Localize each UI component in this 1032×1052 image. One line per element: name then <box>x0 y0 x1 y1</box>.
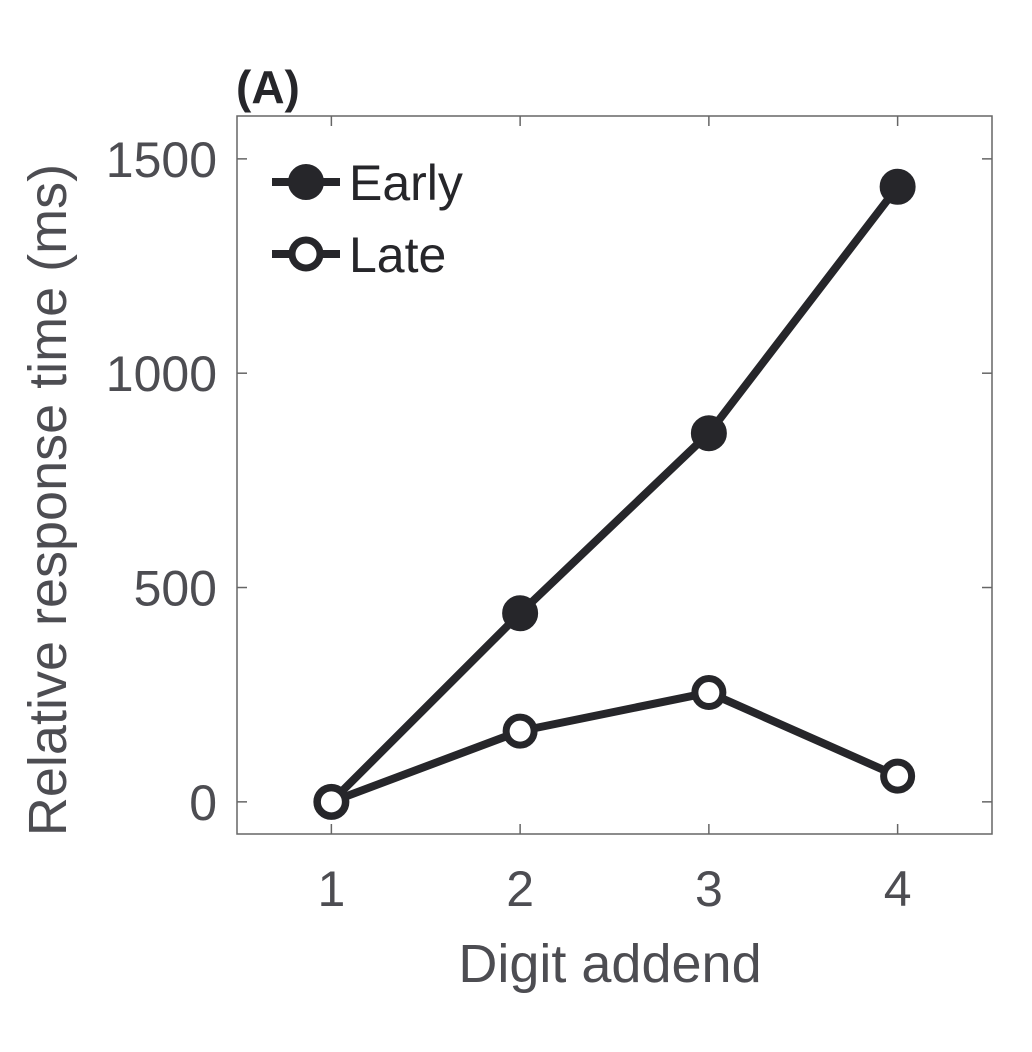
plot-background <box>237 116 992 834</box>
legend-marker-late <box>288 236 324 272</box>
legend-label-late: Late <box>349 227 446 283</box>
y-tick-label: 500 <box>134 561 217 617</box>
axes <box>236 115 993 835</box>
y-tick-label: 0 <box>189 775 217 831</box>
legend-marker-early <box>288 164 324 200</box>
data-point-late <box>313 784 349 820</box>
plot-frame <box>236 115 993 835</box>
data-point-late <box>502 713 538 749</box>
x-tick-label: 2 <box>506 861 534 917</box>
panel-label: (A) <box>236 61 300 113</box>
series-line-late <box>327 688 902 806</box>
legend-label-early: Early <box>349 155 463 211</box>
series <box>313 168 916 820</box>
x-tick-label: 3 <box>695 861 723 917</box>
ticks: 1 2 3 4 0 500 1000 1500 <box>106 116 992 917</box>
x-tick-label: 1 <box>317 861 345 917</box>
data-point-early <box>879 168 916 205</box>
series-line-early <box>327 182 902 806</box>
y-tick-label: 1500 <box>106 132 217 188</box>
data-point-early <box>502 595 539 632</box>
x-axis-title: Digit addend <box>458 934 761 994</box>
y-tick-label: 1000 <box>106 346 217 402</box>
x-tick-label: 4 <box>884 861 912 917</box>
data-point-late <box>691 675 727 711</box>
legend: Early Late <box>272 155 463 283</box>
data-point-late <box>880 758 916 794</box>
y-axis-title: Relative response time (ms) <box>18 164 78 836</box>
data-point-early <box>690 415 727 452</box>
